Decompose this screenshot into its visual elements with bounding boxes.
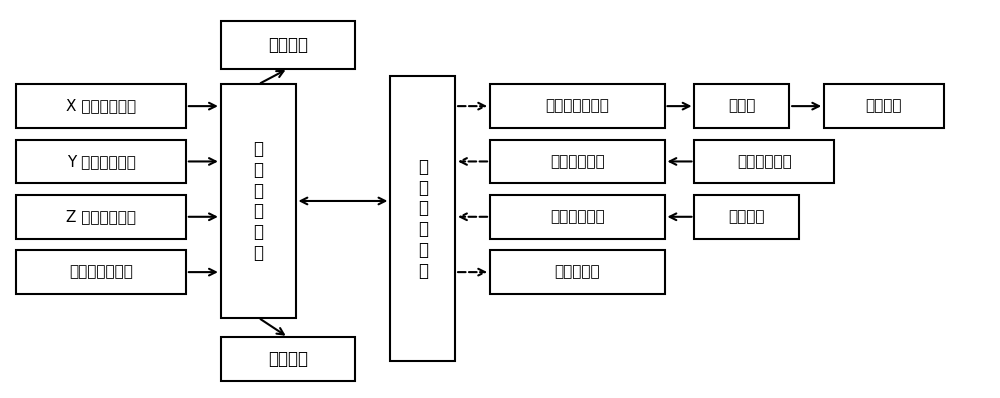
- Bar: [221, 21, 355, 68]
- Bar: [490, 140, 665, 183]
- Text: 显示装置: 显示装置: [268, 36, 308, 54]
- Bar: [824, 84, 944, 128]
- Text: 力传感器: 力传感器: [729, 209, 765, 224]
- Text: 机械臂: 机械臂: [728, 99, 756, 113]
- Bar: [490, 195, 665, 238]
- Bar: [694, 84, 789, 128]
- Text: X 轴位移传感器: X 轴位移传感器: [66, 99, 136, 113]
- Bar: [221, 338, 355, 381]
- Bar: [694, 140, 834, 183]
- Text: 图像处理装置: 图像处理装置: [550, 154, 605, 169]
- Bar: [16, 140, 186, 183]
- Bar: [16, 84, 186, 128]
- Bar: [694, 195, 799, 238]
- Text: 数
据
处
理
平
台: 数 据 处 理 平 台: [253, 140, 263, 262]
- Text: Z 轴位移传感器: Z 轴位移传感器: [66, 209, 136, 224]
- Text: 振动传感器: 振动传感器: [554, 265, 600, 280]
- Bar: [490, 250, 665, 294]
- Text: 无
线
传
输
网
络: 无 线 传 输 网 络: [418, 158, 428, 280]
- Text: 介入装置: 介入装置: [866, 99, 902, 113]
- Text: 报警装置: 报警装置: [268, 350, 308, 368]
- Text: 信号处理电路: 信号处理电路: [550, 209, 605, 224]
- Bar: [390, 76, 455, 361]
- Bar: [16, 250, 186, 294]
- Text: 图像采集装置: 图像采集装置: [737, 154, 792, 169]
- Bar: [16, 195, 186, 238]
- Bar: [221, 84, 296, 318]
- Text: 角度监测传感器: 角度监测传感器: [69, 265, 133, 280]
- Text: 机械臂控制装置: 机械臂控制装置: [545, 99, 609, 113]
- Bar: [490, 84, 665, 128]
- Text: Y 轴位移传感器: Y 轴位移传感器: [67, 154, 136, 169]
